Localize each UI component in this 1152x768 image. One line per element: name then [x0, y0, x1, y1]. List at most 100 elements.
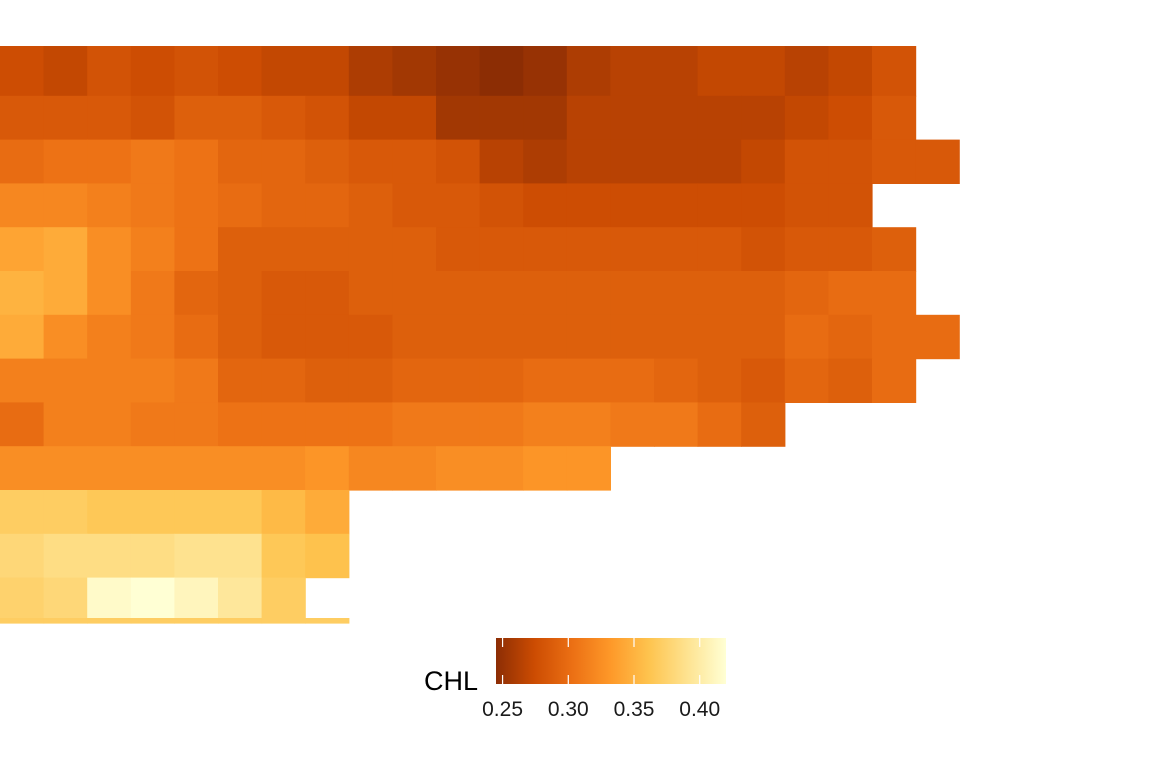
legend-colorbar: [496, 638, 726, 684]
heatmap-cell: [697, 402, 742, 447]
heatmap-cell: [436, 358, 481, 403]
heatmap-cell: [697, 46, 742, 97]
heatmap-cell: [261, 271, 306, 316]
heatmap-cell: [87, 183, 132, 228]
heatmap-cell: [261, 533, 306, 579]
heatmap-cell: [523, 446, 568, 491]
heatmap-cell: [0, 139, 45, 184]
heatmap-cell: [741, 139, 786, 184]
heatmap-cell: [348, 271, 393, 316]
heatmap-cell: [174, 95, 219, 141]
heatmap-cell: [523, 139, 568, 184]
heatmap-cell: [43, 577, 88, 622]
heatmap-cell: [784, 46, 829, 97]
heatmap-cell: [0, 490, 45, 535]
legend-tick-label: 0.35: [614, 698, 655, 721]
heatmap-cell: [872, 358, 917, 403]
heatmap-cell: [261, 446, 306, 491]
heatmap-cell: [261, 314, 306, 360]
heatmap-cell: [218, 618, 263, 624]
heatmap-cell: [0, 446, 45, 491]
heatmap-cell: [174, 618, 219, 624]
heatmap-cell: [305, 46, 350, 97]
heatmap-cell: [348, 402, 393, 447]
heatmap-cell: [87, 577, 132, 622]
heatmap-cell: [261, 183, 306, 228]
heatmap-cell: [305, 402, 350, 447]
heatmap-cell: [130, 227, 175, 272]
heatmap-cell: [0, 533, 45, 579]
heatmap-cell: [872, 95, 917, 141]
heatmap-cell: [610, 314, 655, 360]
heatmap-cell: [174, 271, 219, 316]
heatmap-cell: [87, 490, 132, 535]
heatmap-cell: [566, 314, 611, 360]
heatmap-cell: [610, 46, 655, 97]
heatmap-cell: [305, 358, 350, 403]
heatmap-cell: [130, 46, 175, 97]
heatmap-cell: [87, 618, 132, 624]
heatmap-tiles: [0, 46, 960, 624]
heatmap-cell: [305, 314, 350, 360]
heatmap-cell: [654, 183, 699, 228]
heatmap-cell: [87, 314, 132, 360]
heatmap-cell: [654, 314, 699, 360]
heatmap-cell: [566, 402, 611, 447]
heatmap-cell: [348, 358, 393, 403]
heatmap-cell: [566, 446, 611, 491]
heatmap-cell: [479, 227, 524, 272]
heatmap-cell: [697, 358, 742, 403]
heatmap-cell: [697, 271, 742, 316]
heatmap-cell: [392, 271, 437, 316]
heatmap-cell: [348, 95, 393, 141]
heatmap-cell: [130, 271, 175, 316]
heatmap-cell: [261, 139, 306, 184]
heatmap-cell: [130, 95, 175, 141]
heatmap-cell: [218, 402, 263, 447]
heatmap-cell: [174, 314, 219, 360]
heatmap-cell: [348, 227, 393, 272]
heatmap-cell: [348, 46, 393, 97]
heatmap-cell: [174, 183, 219, 228]
legend-tick-label: 0.40: [679, 698, 720, 721]
heatmap-cell: [218, 358, 263, 403]
heatmap-cell: [479, 95, 524, 141]
heatmap-cell: [915, 139, 960, 184]
heatmap-cell: [87, 95, 132, 141]
heatmap-cell: [915, 314, 960, 360]
heatmap-cell: [784, 314, 829, 360]
heatmap-cell: [654, 358, 699, 403]
heatmap-cell: [305, 271, 350, 316]
heatmap-cell: [218, 577, 263, 622]
legend-tick-label: 0.25: [482, 698, 523, 721]
heatmap-cell: [523, 95, 568, 141]
heatmap-cell: [261, 95, 306, 141]
heatmap-cell: [523, 271, 568, 316]
heatmap-cell: [479, 446, 524, 491]
heatmap-cell: [697, 139, 742, 184]
heatmap-cell: [654, 95, 699, 141]
heatmap-cell: [348, 446, 393, 491]
heatmap-cell: [305, 139, 350, 184]
heatmap-cell: [392, 314, 437, 360]
heatmap-cell: [130, 490, 175, 535]
heatmap-cell: [784, 227, 829, 272]
heatmap-cell: [566, 139, 611, 184]
heatmap-cell: [741, 183, 786, 228]
heatmap-cell: [261, 618, 306, 624]
heatmap-cell: [523, 227, 568, 272]
heatmap-cell: [43, 46, 88, 97]
heatmap-cell: [174, 577, 219, 622]
heatmap-cell: [392, 402, 437, 447]
heatmap-cell: [523, 183, 568, 228]
heatmap-cell: [261, 402, 306, 447]
heatmap-cell: [436, 95, 481, 141]
heatmap-cell: [218, 271, 263, 316]
heatmap-cell: [654, 46, 699, 97]
heatmap-cell: [654, 227, 699, 272]
heatmap-cell: [784, 95, 829, 141]
heatmap-cell: [305, 446, 350, 491]
heatmap-cell: [828, 314, 873, 360]
heatmap-cell: [174, 139, 219, 184]
